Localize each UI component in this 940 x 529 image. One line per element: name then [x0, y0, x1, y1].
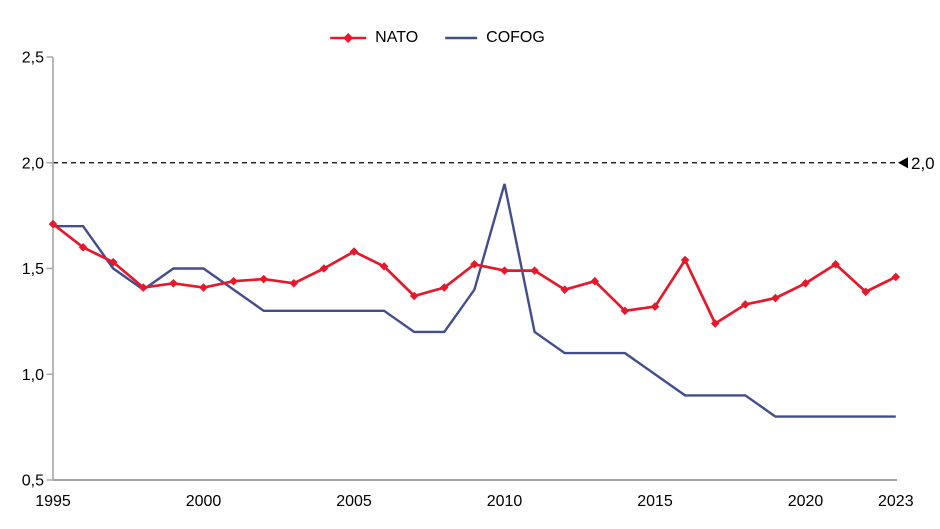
x-tick-label: 2010 [487, 493, 523, 510]
reference-pointer-icon [898, 157, 908, 169]
nato-marker [620, 306, 630, 316]
nato-marker [229, 276, 238, 286]
x-tick-label: 2015 [637, 493, 673, 510]
y-tick-label: 1,0 [22, 367, 44, 384]
nato-line [52, 223, 897, 325]
x-tick-label: 2020 [788, 493, 824, 510]
legend-item-cofog: COFOG [444, 29, 545, 47]
cofog-line [53, 183, 896, 418]
nato-marker [470, 259, 479, 269]
nato-line-diamond-swatch [330, 33, 367, 43]
nato-marker [199, 283, 208, 292]
nato-marker [108, 257, 118, 267]
nato-marker [319, 264, 329, 273]
nato-marker [139, 283, 148, 292]
nato-marker [741, 300, 750, 309]
nato-marker [891, 272, 901, 282]
legend-label-nato: NATO [375, 29, 419, 46]
nato-marker [831, 259, 840, 269]
y-tick-label: 2,5 [22, 50, 44, 67]
nato-marker [349, 247, 359, 256]
nato-marker [48, 219, 58, 229]
nato-marker [590, 276, 600, 286]
y-tick-label: 1,5 [22, 261, 44, 278]
y-tick-label: 2,0 [22, 155, 44, 172]
nato-marker [379, 262, 389, 271]
nato-marker [650, 302, 660, 311]
nato-marker [771, 293, 780, 303]
legend-label-cofog: COFOG [486, 29, 545, 46]
chart-legend: NATO COFOG [329, 29, 545, 47]
nato-marker [409, 291, 419, 301]
reference-line-label: 2,0 [911, 154, 935, 173]
x-tick-label: 2023 [878, 493, 914, 510]
nato-marker [861, 287, 870, 297]
nato-marker [259, 274, 268, 284]
nato-marker [289, 279, 299, 288]
x-tick-label: 1995 [35, 493, 71, 510]
nato-marker [78, 243, 88, 252]
legend-item-nato: NATO [329, 29, 418, 47]
nato-marker [680, 255, 690, 265]
nato-marker [710, 319, 720, 328]
cofog-line-swatch [445, 36, 478, 40]
nato-marker [440, 283, 449, 292]
nato-marker [801, 279, 810, 288]
nato-marker [530, 266, 539, 275]
nato-marker [169, 279, 178, 288]
x-tick-label: 2000 [186, 493, 222, 510]
nato-marker [500, 266, 509, 275]
x-tick-label: 2005 [336, 493, 372, 510]
nato-marker [560, 285, 569, 294]
y-tick-label: 0,5 [22, 473, 44, 490]
